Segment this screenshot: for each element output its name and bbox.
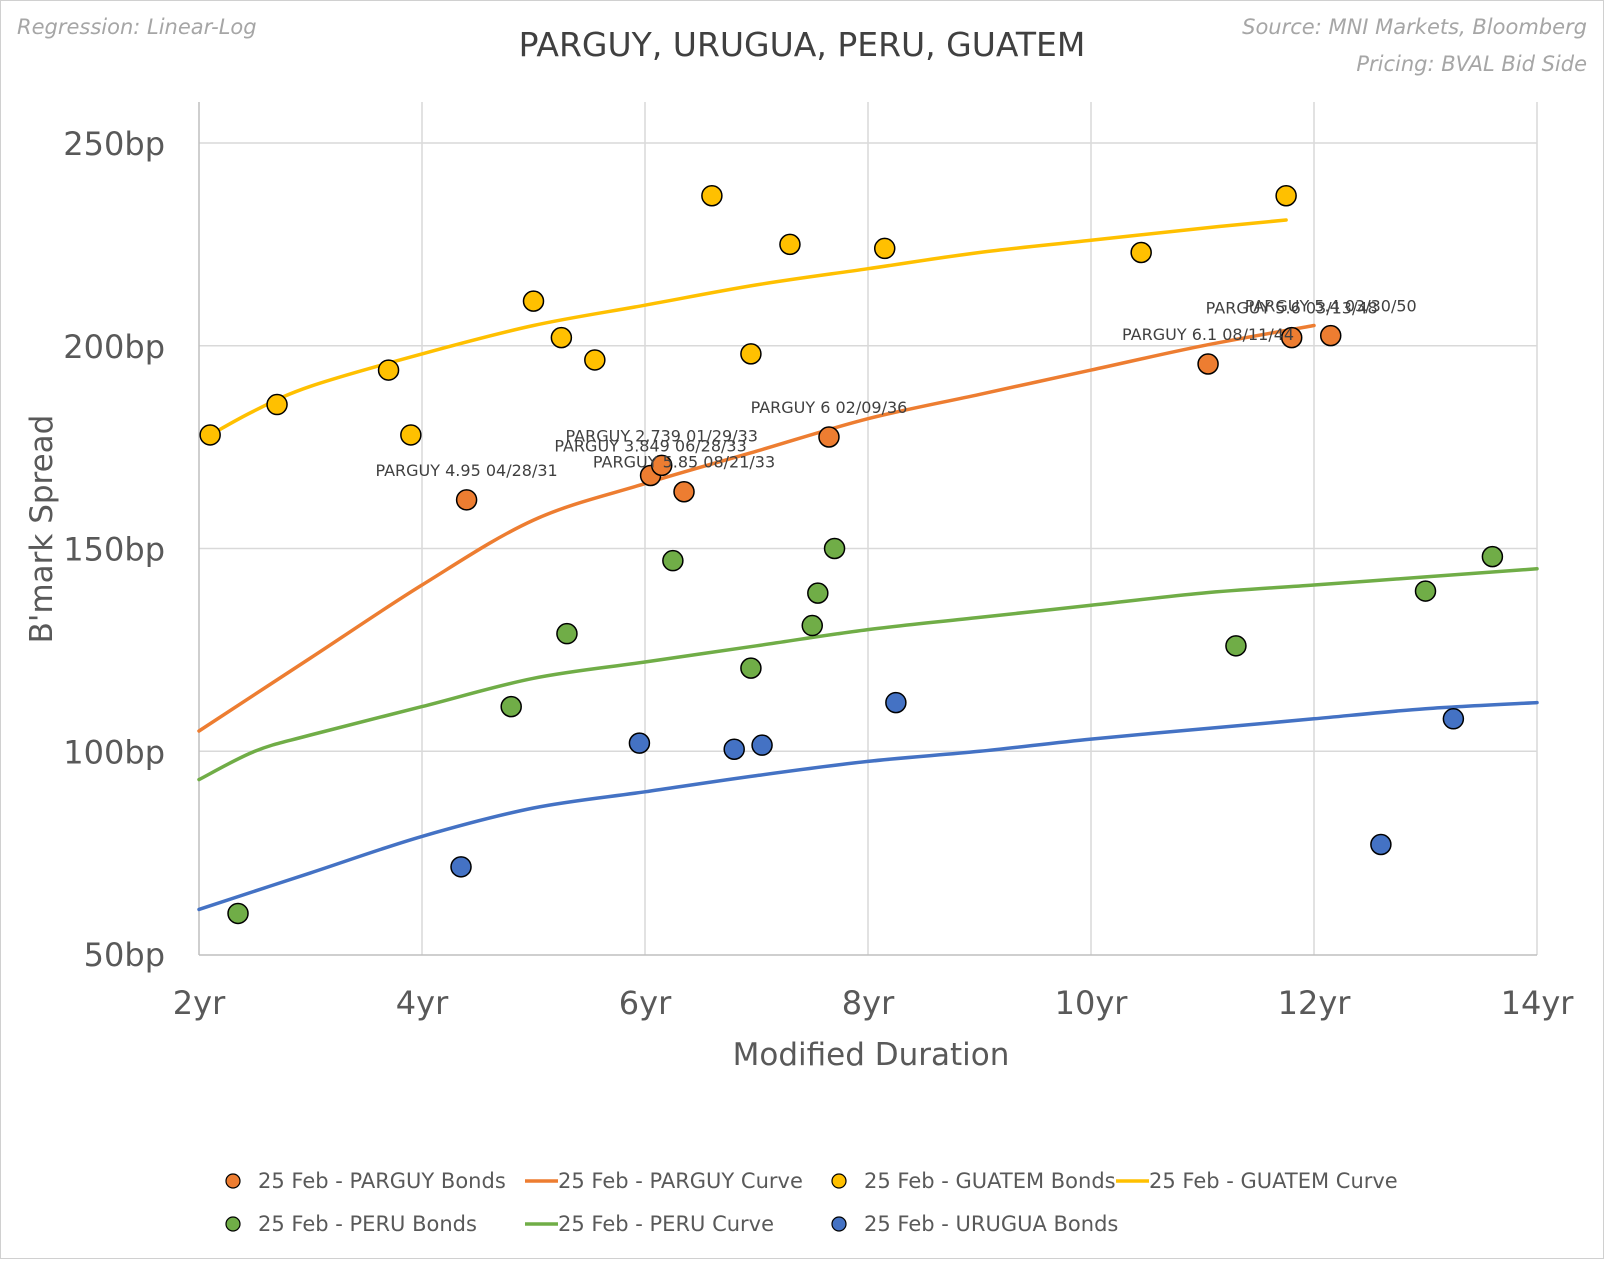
legend-item: 25 Feb - PARGUY Curve [525,1169,803,1193]
bond-point [1442,708,1465,730]
bond-point [199,424,221,446]
point-label: PARGUY 2.739 01/29/33 [566,426,758,445]
point-label: PARGUY 3.849 06/28/33 [554,437,746,456]
x-tick-label: 12yr [1278,984,1352,1022]
legend-marker [831,1173,847,1189]
bond-point [1280,326,1303,349]
legend-item: 25 Feb - PERU Curve [525,1212,774,1236]
bond-point [823,537,846,560]
bond-point [227,902,249,925]
bond-points [199,184,1504,925]
axes: 50bp 100bp 150bp 200bp 250bp 2yr 4yr 6yr 8yr 10yr… [63,102,1574,1022]
legend-label: 25 Feb - PERU Bonds [258,1212,477,1236]
legend: 25 Feb - PARGUY Bonds 25 Feb - PARGUY Cur… [225,1169,1398,1236]
bond-point [807,582,829,604]
bond-point [1130,241,1152,264]
bond-point [650,454,673,477]
legend-item: 25 Feb - URUGUA Bonds [831,1212,1118,1236]
bond-point [740,657,762,679]
curve-line [197,323,1316,733]
bond-point [1319,324,1342,347]
x-axis-title: Modified Duration [733,1037,1010,1073]
legend-item: 25 Feb - GUATEM Curve [1116,1169,1398,1193]
legend-marker [225,1173,241,1189]
gridlines [199,102,1538,955]
bond-point [801,614,823,637]
bond-point [1197,353,1219,375]
y-tick-label: 250bp [63,125,165,163]
x-tick-label: 6yr [619,984,672,1022]
point-label: PARGUY 6.1 08/11/44 [1122,325,1294,344]
y-tick-label: 150bp [63,531,165,569]
curve-line [208,218,1288,437]
legend-item: 25 Feb - GUATEM Bonds [831,1169,1116,1193]
bond-point [556,622,578,645]
bond-point [1414,580,1437,602]
bond-point [455,489,478,511]
bond-point [1481,545,1504,568]
bond-point [400,424,422,446]
x-tick-label: 14yr [1501,984,1575,1022]
legend-label: 25 Feb - GUATEM Curve [1149,1169,1398,1193]
point-label: PARGUY 4.95 04/28/31 [375,461,557,480]
legend-item: 25 Feb - PARGUY Bonds [225,1169,506,1193]
bond-point [751,734,773,756]
legend-label: 25 Feb - PARGUY Curve [558,1169,803,1193]
bond-point [818,426,840,448]
x-tick-label: 8yr [842,984,895,1022]
bond-point [873,237,896,260]
point-label: PARGUY 5.6 03/13/48 [1206,299,1378,318]
bond-point [584,349,606,371]
y-tick-label: 50bp [84,936,165,974]
bond-point [1370,833,1392,856]
legend-marker [831,1216,847,1232]
legend-label: 25 Feb - URUGUA Bonds [864,1212,1118,1236]
bond-point [1275,184,1297,207]
y-tick-label: 200bp [63,328,165,366]
bond-point [779,233,801,256]
bond-point [885,691,907,714]
y-axis-title: B'mark Spread [24,415,60,644]
legend-item: 25 Feb - PERU Bonds [225,1212,477,1236]
curve-lines [197,218,1539,912]
legend-label: 25 Feb - PARGUY Bonds [258,1169,506,1193]
bond-point [673,480,695,503]
bond-point [1225,635,1247,657]
bond-point [377,359,400,381]
bond-point [723,738,745,760]
bond-point [740,343,762,365]
x-tick-label: 4yr [396,984,449,1022]
bond-point [522,290,545,312]
regression-note: Regression: Linear-Log [17,15,257,39]
curve-line [197,700,1539,912]
point-label: PARGUY 5.4 03/30/50 [1245,297,1417,316]
bond-point [450,856,472,878]
bond-point [266,393,288,416]
legend-label: 25 Feb - GUATEM Bonds [864,1169,1116,1193]
data-labels: PARGUY 4.95 04/28/31 PARGUY 3.849 06/28/3… [375,297,1416,480]
bond-point [662,549,684,572]
curve-line [197,567,1539,782]
x-tick-label: 10yr [1055,984,1129,1022]
bond-point [500,695,522,718]
x-tick-label: 2yr [173,984,226,1022]
bond-point [628,732,651,754]
legend-label: 25 Feb - PERU Curve [558,1212,774,1236]
legend-marker [225,1216,241,1232]
bond-point [701,184,723,207]
pricing-note: Pricing: BVAL Bid Side [1356,52,1587,76]
point-label: PARGUY 6 02/09/36 [751,398,908,417]
chart-title: PARGUY, URUGUA, PERU, GUATEM [519,25,1086,64]
point-label: PARGUY 5.85 08/21/33 [593,453,775,472]
y-tick-label: 100bp [63,733,165,771]
source-note: Source: MNI Markets, Bloomberg [1242,15,1587,39]
bond-point [550,326,573,349]
